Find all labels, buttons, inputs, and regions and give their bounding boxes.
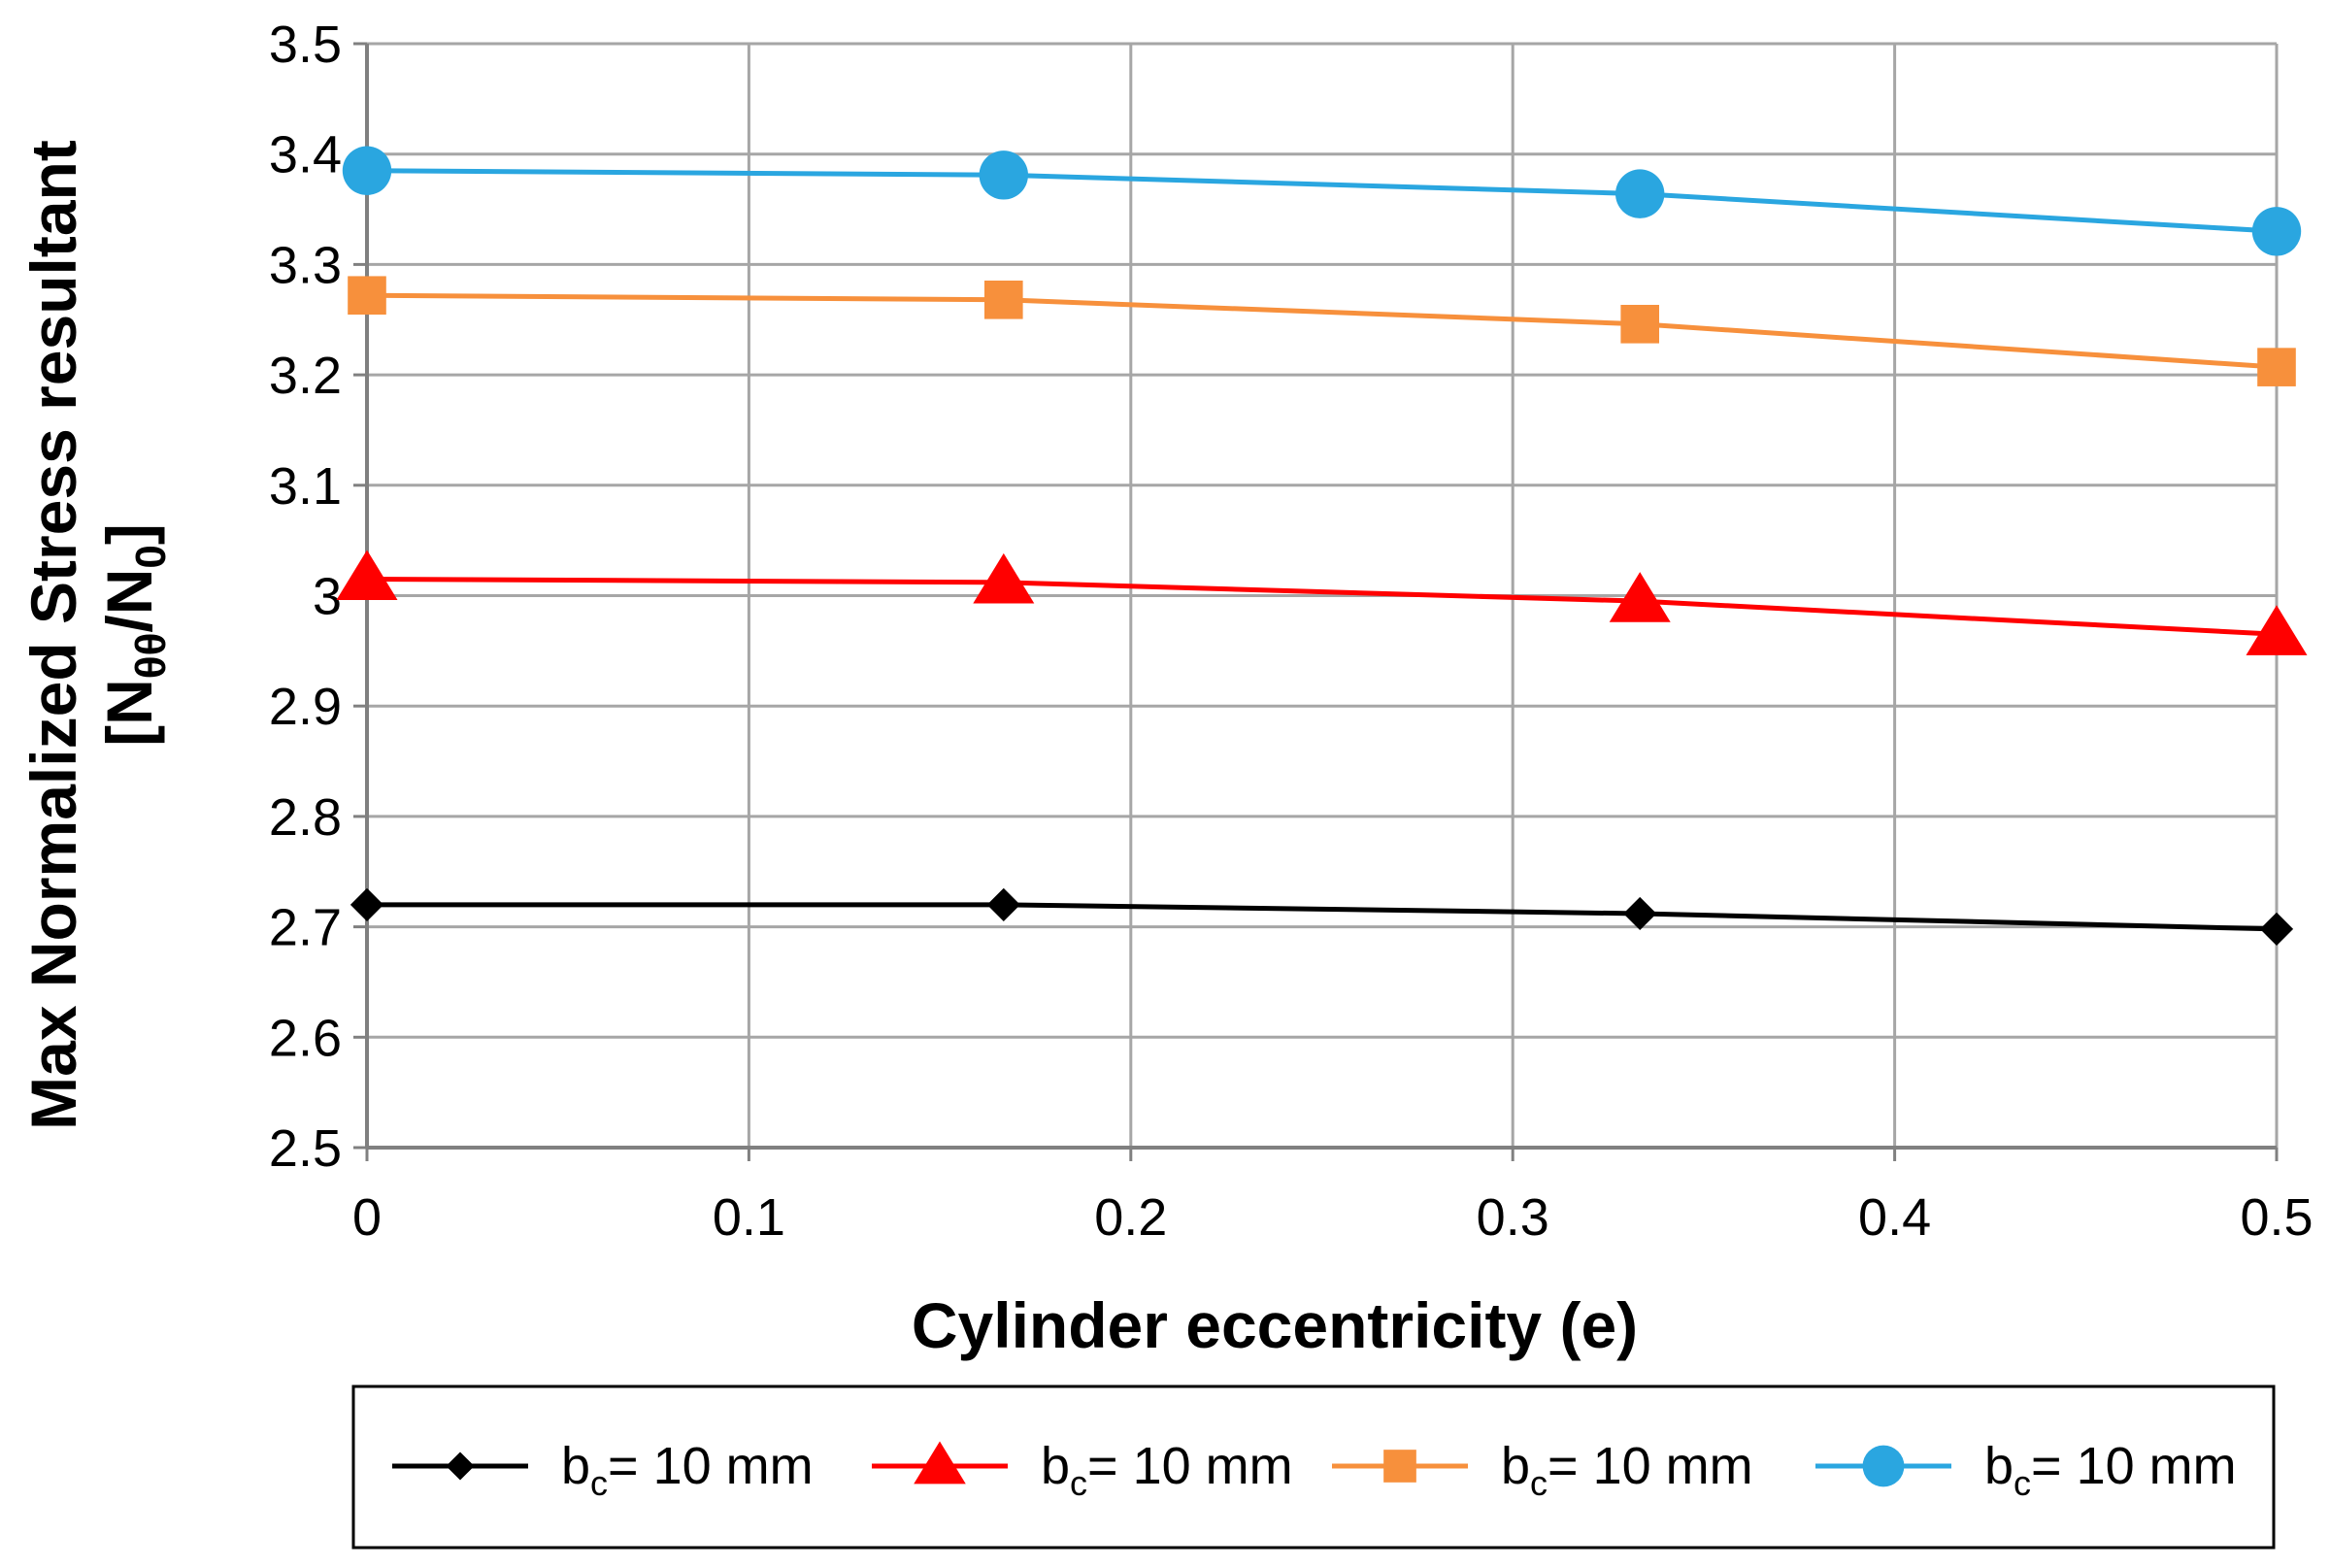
y-tick-label: 2.9 <box>269 678 342 736</box>
series-line <box>367 902 2278 932</box>
legend: bc= 10 mm bc= 10 mm bc= 10 mm bc= 10 mm <box>351 1385 2276 1550</box>
legend-item-2: bc= 10 mm <box>872 1437 1293 1503</box>
data-point <box>2257 348 2296 386</box>
y-tick-label: 3 <box>313 568 342 626</box>
legend-label-suffix: = 10 mm <box>1087 1437 1293 1495</box>
data-point <box>336 550 398 601</box>
legend-item-4: bc= 10 mm <box>1815 1437 2237 1503</box>
legend-label-sub: c <box>1530 1463 1548 1503</box>
x-tick-label: 0.1 <box>713 1188 785 1247</box>
y-title-open: [N <box>93 679 165 747</box>
data-point <box>983 280 1023 319</box>
y-tick-label: 3.5 <box>269 16 342 74</box>
x-tick-label: 0.5 <box>2240 1188 2313 1247</box>
series-line <box>366 292 2278 370</box>
legend-label-sub: c <box>1070 1463 1087 1503</box>
data-point <box>342 146 392 195</box>
y-axis-title-line1: Max Normalized Stress resultant <box>17 140 89 1130</box>
legend-label-main: b <box>1041 1437 1070 1495</box>
data-point <box>2246 605 2308 655</box>
y-tick-label: 3.2 <box>269 347 342 405</box>
legend-label-sub: c <box>2014 1463 2031 1503</box>
data-point <box>2259 912 2294 946</box>
legend-label: bc= 10 mm <box>561 1437 814 1503</box>
legend-label: bc= 10 mm <box>1501 1437 1753 1503</box>
data-point <box>2251 207 2302 256</box>
y-title-mid: /N <box>93 569 165 633</box>
y-title-sub1: θθ <box>127 633 175 680</box>
data-point <box>350 887 384 921</box>
legend-label-main: b <box>1501 1437 1530 1495</box>
y-tick-label: 3.1 <box>269 457 342 516</box>
legend-item-1: bc= 10 mm <box>392 1437 814 1503</box>
data-point <box>973 552 1035 604</box>
legend-label-suffix: = 10 mm <box>1548 1437 1753 1495</box>
legend-marker <box>446 1451 475 1481</box>
legend-label-suffix: = 10 mm <box>2031 1437 2237 1495</box>
y-tick-label: 3.4 <box>269 126 342 184</box>
legend-marker <box>1383 1450 1416 1483</box>
legend-item-3: bc= 10 mm <box>1332 1437 1753 1503</box>
y-tick-label: 2.7 <box>269 899 342 957</box>
x-tick-label: 0 <box>352 1188 382 1247</box>
legend-label: bc= 10 mm <box>1984 1437 2237 1503</box>
y-tick-labels: 2.5 2.6 2.7 2.8 2.9 3 3.1 3.2 3.3 3.4 3.5 <box>269 16 342 1178</box>
y-axis-title: Max Normalized Stress resultant [Nθθ/N0] <box>17 140 175 1130</box>
y-title-close: ] <box>93 523 165 545</box>
legend-label-main: b <box>561 1437 590 1495</box>
series-2 <box>336 550 2308 655</box>
x-tick-label: 0.3 <box>1477 1188 1549 1247</box>
y-title-sub2: 0 <box>127 545 175 568</box>
data-point <box>1609 572 1671 622</box>
y-axis-title-line2: [Nθθ/N0] <box>93 523 175 747</box>
series-3 <box>348 276 2296 386</box>
legend-box <box>351 1385 2276 1550</box>
series-4 <box>342 146 2302 256</box>
series-line <box>366 576 2278 637</box>
y-tick-label: 2.5 <box>269 1119 342 1178</box>
legend-marker <box>1862 1445 1905 1487</box>
series-1 <box>350 887 2294 946</box>
data-point <box>1615 169 1665 218</box>
y-tick-label: 2.6 <box>269 1009 342 1067</box>
series-group <box>336 146 2308 946</box>
data-point <box>1620 304 1660 344</box>
x-tick-labels: 0 0.1 0.2 0.3 0.4 0.5 <box>352 1188 2313 1247</box>
data-point <box>979 150 1028 200</box>
legend-label: bc= 10 mm <box>1041 1437 1293 1503</box>
y-tick-label: 3.3 <box>269 236 342 294</box>
legend-label-main: b <box>1984 1437 2014 1495</box>
data-point <box>1623 896 1657 931</box>
data-point <box>348 276 386 316</box>
legend-label-sub: c <box>590 1463 608 1503</box>
x-tick-label: 0.2 <box>1094 1188 1167 1247</box>
x-tick-label: 0.4 <box>1858 1188 1931 1247</box>
series-line <box>366 168 2278 234</box>
data-point <box>986 887 1020 921</box>
legend-label-suffix: = 10 mm <box>608 1437 814 1495</box>
legend-marker <box>914 1441 966 1485</box>
y-tick-label: 2.8 <box>269 788 342 847</box>
x-axis-title: Cylinder eccentricity (e) <box>912 1289 1638 1361</box>
legend-entries: bc= 10 mm bc= 10 mm bc= 10 mm bc= 10 mm <box>392 1437 2237 1503</box>
